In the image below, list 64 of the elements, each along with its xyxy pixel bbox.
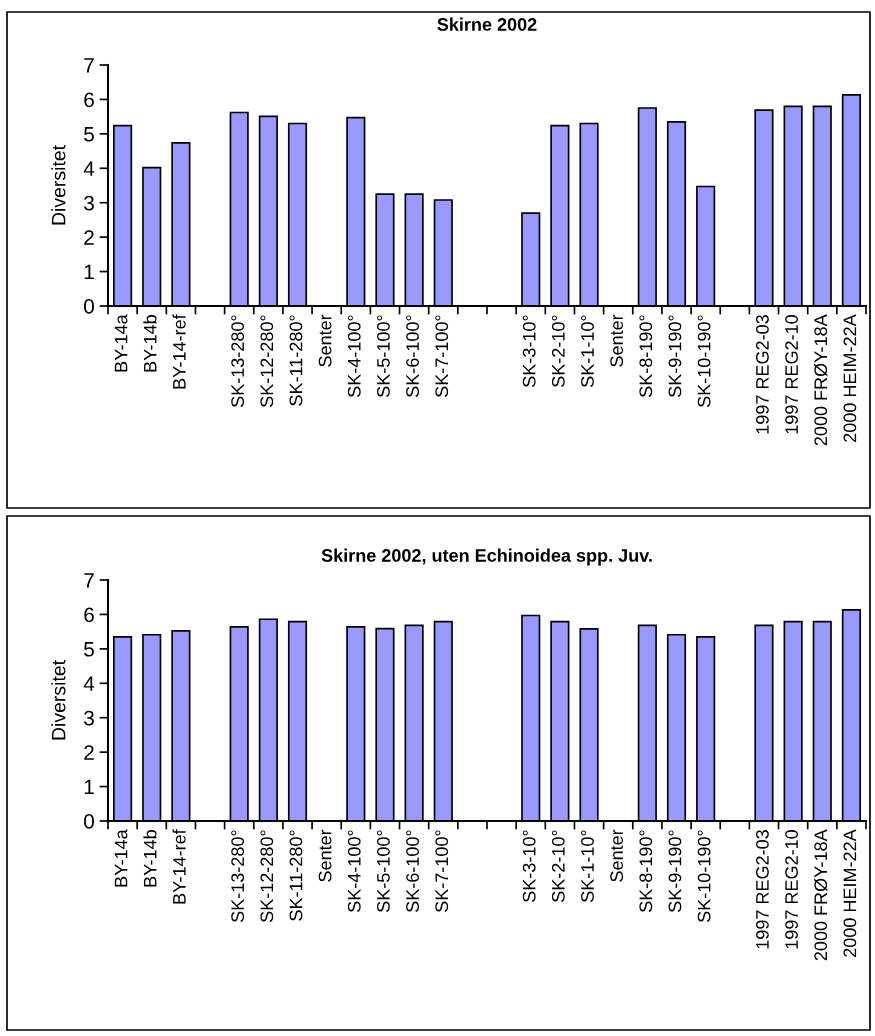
y-axis-title: Diversitet [51, 145, 66, 225]
x-tick-label: 1997 REG2-10 [785, 830, 798, 949]
x-tick-label: Senter [318, 829, 332, 882]
x-tick-label: SK-7-100° [435, 830, 449, 913]
x-tick-label: Senter [610, 829, 624, 882]
x-tick-label: SK-9-190° [668, 830, 682, 913]
x-tick-label: SK-1-10° [581, 830, 594, 902]
y-tick-label: 1 [84, 264, 94, 280]
x-tick-label: SK-8-190° [639, 315, 653, 398]
x-tick-label: BY-14b [143, 830, 157, 887]
x-tick-label: SK-13-280° [231, 315, 245, 408]
x-tick-label: 2000 FRØY-18A [814, 314, 828, 446]
y-tick-label: 2 [84, 745, 94, 760]
x-tick-label: SK-6-100° [406, 315, 419, 398]
x-tick-label: SK-11-280° [289, 830, 303, 921]
x-tick-label: BY-14a [114, 829, 128, 887]
x-tick-label: SK-5-100° [377, 315, 390, 398]
y-tick-label: 5 [84, 642, 94, 657]
chart-title: Skirne 2002 [437, 17, 537, 31]
x-tick-label: SK-7-100° [435, 315, 449, 398]
x-tick-label: SK-12-280° [260, 315, 274, 408]
y-tick-label: 4 [83, 676, 95, 691]
x-tick-label: SK-13-280° [231, 830, 245, 923]
x-tick-label: SK-1-10° [581, 315, 594, 387]
x-tick-label: SK-12-280° [260, 830, 274, 923]
y-tick-label: 1 [84, 779, 94, 795]
x-tick-label: 2000 FRØY-18A [814, 829, 828, 961]
y-tick-label: 7 [84, 58, 94, 73]
x-tick-label: SK-6-100° [406, 830, 419, 913]
x-tick-label: BY-14-ref [172, 314, 186, 389]
x-tick-label: 1997 REG2-03 [756, 315, 769, 434]
y-tick-label: 5 [84, 127, 94, 142]
x-tick-label: SK-10-190° [697, 315, 711, 408]
y-tick-label: 3 [84, 195, 94, 211]
x-tick-label: 1997 REG2-03 [756, 830, 769, 949]
y-tick-label: 0 [84, 814, 94, 829]
x-tick-label: SK-3-10° [522, 830, 536, 902]
x-tick-label: BY-14b [143, 315, 157, 372]
chart-title: Skirne 2002, uten Echinoidea spp. Juv. [321, 548, 652, 566]
x-tick-label: 1997 REG2-10 [785, 315, 798, 434]
x-tick-label: BY-14-ref [172, 829, 186, 904]
x-tick-label: SK-5-100° [377, 830, 390, 913]
y-tick-label: 0 [84, 299, 94, 314]
x-tick-label: SK-2-10° [551, 830, 565, 902]
x-tick-label: 2000 HEIM-22A [843, 314, 857, 442]
x-tick-label: SK-10-190° [697, 830, 711, 923]
x-tick-label: SK-8-190° [639, 830, 653, 913]
y-tick-label: 4 [83, 161, 95, 176]
x-tick-label: SK-11-280° [289, 315, 303, 406]
y-tick-label: 6 [84, 607, 94, 623]
x-tick-label: Senter [610, 314, 624, 367]
x-tick-label: SK-3-10° [522, 315, 536, 387]
x-tick-label: SK-4-100° [347, 315, 361, 398]
y-axis-title: Diversitet [51, 660, 66, 740]
y-tick-label: 6 [84, 92, 94, 108]
x-tick-label: 2000 HEIM-22A [843, 829, 857, 957]
y-tick-label: 7 [84, 573, 94, 588]
y-tick-label: 3 [84, 710, 94, 726]
y-tick-label: 2 [84, 230, 94, 245]
x-tick-label: SK-4-100° [347, 830, 361, 913]
x-tick-label: BY-14a [114, 314, 128, 372]
x-tick-label: SK-2-10° [551, 315, 565, 387]
x-tick-label: SK-9-190° [668, 315, 682, 398]
x-tick-label: Senter [318, 314, 332, 367]
